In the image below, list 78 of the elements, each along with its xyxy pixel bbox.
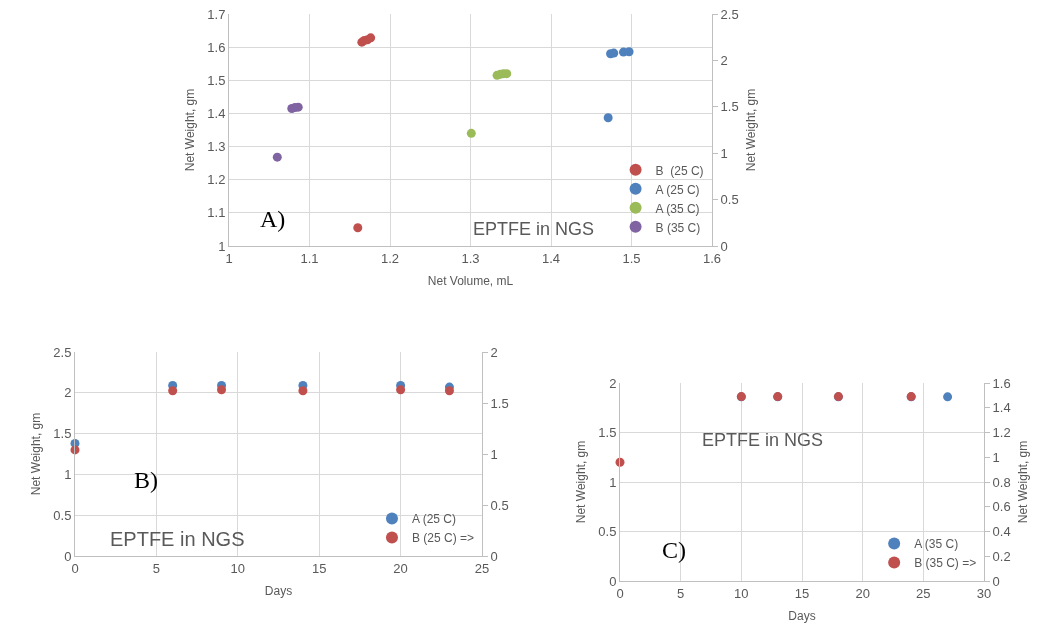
y-tick-label: 2.5 <box>53 344 72 360</box>
y2-axis-title: Net Weight, gm <box>1015 440 1030 524</box>
y-tick-label: 1 <box>218 238 226 254</box>
y2-tick-label: 0 <box>720 238 728 254</box>
y-tick-label: 0 <box>64 548 72 564</box>
x-tick-label: 10 <box>230 560 246 576</box>
x-tick-label: 25 <box>916 585 931 601</box>
x-tick-label: 1.5 <box>622 250 641 266</box>
legend-label: B (25 C) => <box>411 531 474 546</box>
x-tick-label: 20 <box>855 585 870 601</box>
y2-tick-label: 1 <box>490 446 498 462</box>
legend-label: B (35 C) <box>655 220 701 235</box>
x-tick-label: 1.3 <box>461 250 480 266</box>
annotation: EPTFE in NGS <box>473 219 595 239</box>
y2-tick-label: 1 <box>992 449 1000 465</box>
y2-tick-label: 0.6 <box>992 499 1011 515</box>
y-axis-title: Net Weight, gm <box>573 440 588 524</box>
y-tick-label: 2 <box>64 385 72 401</box>
x-tick-label: 1.1 <box>300 250 319 266</box>
y2-tick-label: 2.5 <box>720 6 739 22</box>
x-tick-label: 20 <box>393 560 408 576</box>
y-tick-label: 1.5 <box>598 425 617 441</box>
y2-tick-label: 2 <box>720 52 728 68</box>
x-tick-label: 1.2 <box>380 250 400 266</box>
x-axis-title: Days <box>264 584 293 599</box>
x-tick-label: 5 <box>152 560 161 576</box>
y2-tick-label: 1.4 <box>992 400 1011 416</box>
x-tick-label: 25 <box>474 560 490 576</box>
y-tick-label: 1.1 <box>207 205 226 221</box>
y-tick-label: 0.5 <box>53 507 72 523</box>
annotation: B) <box>134 467 158 493</box>
y2-tick-label: 0.5 <box>720 192 739 208</box>
legend-label: A (35 C) <box>914 537 959 552</box>
y-tick-label: 1 <box>64 466 72 482</box>
annotation: EPTFE in NGS <box>702 430 824 450</box>
y-tick-label: 2 <box>609 375 617 391</box>
annotation: A) <box>260 206 286 232</box>
y2-tick-label: 0.8 <box>992 474 1011 490</box>
y-axis-title: Net Weight, gm <box>28 412 43 496</box>
annotation: C) <box>662 537 686 563</box>
x-tick-label: 10 <box>734 585 749 601</box>
y-tick-label: 1 <box>609 474 617 490</box>
x-tick-label: 5 <box>677 585 685 601</box>
y2-tick-label: 1.5 <box>490 395 509 411</box>
y2-axis-title: Net Weight, gm <box>743 88 758 172</box>
y2-tick-label: 0 <box>490 548 498 564</box>
y2-tick-label: 0.5 <box>490 497 509 513</box>
x-axis-title: Days <box>788 609 816 624</box>
x-tick-label: 15 <box>794 585 810 601</box>
y2-tick-label: 1.6 <box>992 375 1011 391</box>
legend-label: B (35 C) => <box>914 556 977 571</box>
legend-label: A (35 C) <box>655 201 700 216</box>
y-tick-label: 1.3 <box>207 139 226 155</box>
y2-tick-label: 1 <box>720 145 728 161</box>
y-axis-title: Net Weight, gm <box>182 88 197 172</box>
y-tick-label: 1.7 <box>207 6 226 22</box>
y-tick-label: 1.4 <box>207 105 226 121</box>
x-tick-label: 1.4 <box>541 250 561 266</box>
y-tick-label: 0 <box>609 573 617 589</box>
y2-tick-label: 1.5 <box>720 99 739 115</box>
y2-tick-label: 1.2 <box>992 425 1011 441</box>
x-tick-label: 1.6 <box>702 250 722 266</box>
y2-tick-label: 0 <box>992 573 1000 589</box>
y2-tick-label: 0.4 <box>992 524 1011 540</box>
y-tick-label: 1.6 <box>207 39 226 55</box>
legend-label: A (25 C) <box>655 182 700 197</box>
y-tick-label: 1.5 <box>207 72 226 88</box>
x-axis-title: Net Volume, mL <box>427 274 514 289</box>
legend-label: B (25 C) <box>655 163 704 178</box>
x-tick-label: 15 <box>311 560 327 576</box>
legend-label: A (25 C) <box>411 512 456 527</box>
y-tick-label: 1.5 <box>53 426 72 442</box>
y2-tick-label: 2 <box>490 344 498 360</box>
annotation: EPTFE in NGS <box>110 528 245 550</box>
y2-tick-label: 0.2 <box>992 548 1011 564</box>
x-tick-label: 30 <box>976 585 992 601</box>
y-tick-label: 0.5 <box>598 524 617 540</box>
y-tick-label: 1.2 <box>207 172 226 188</box>
